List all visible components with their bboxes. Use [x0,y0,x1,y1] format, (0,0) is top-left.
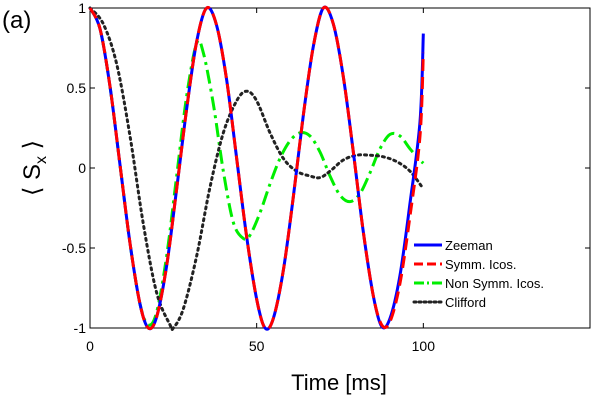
y-bracket-right: ⟩ [19,140,46,156]
y-axis-label-text: ⟨ Sx ⟩ [19,140,50,196]
legend-label: Clifford [445,295,486,310]
y-axis-label: ⟨ Sx ⟩ [19,140,50,196]
y-tick-label: 0.5 [67,80,87,96]
y-tick-label: -1 [74,320,87,336]
y-tick-label: 1 [78,0,86,16]
x-tick-label: 50 [249,338,265,354]
y-label-main: S [19,164,46,180]
x-tick-label: 0 [86,338,94,354]
legend-label: Zeeman [445,238,493,253]
x-tick-label: 100 [412,338,436,354]
panel-label: (a) [2,7,31,34]
y-bracket-left: ⟨ [19,180,46,196]
x-axis-label: Time [ms] [291,370,387,395]
y-label-subscript: x [33,156,50,164]
legend-label: Symm. Icos. [445,257,517,272]
legend-label: Non Symm. Icos. [445,276,544,291]
y-tick-label: 0 [78,160,86,176]
y-tick-label: -0.5 [62,240,86,256]
